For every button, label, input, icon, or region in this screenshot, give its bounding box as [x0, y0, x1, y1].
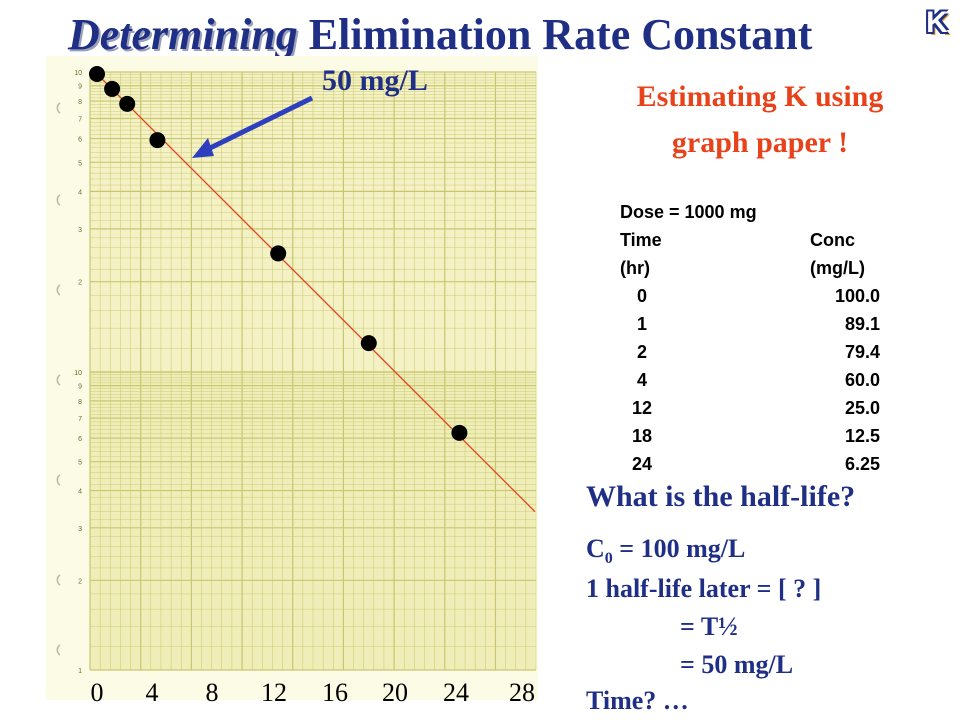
- time-cell: 1: [636, 314, 647, 334]
- paper-scale-number: 9: [78, 384, 82, 391]
- header-conc-unit: (mg/L): [810, 258, 865, 278]
- graph-paper: 2 3 4 5 6 7 8 9 10 1 2 3 4 5 6 7 8 9 10: [46, 56, 538, 700]
- header-time: Time: [620, 230, 662, 250]
- binder-hole-icon: [56, 102, 61, 114]
- table-row: 1 89.1: [620, 310, 920, 338]
- time-cell: 18: [631, 426, 653, 446]
- binder-hole-icon: [56, 474, 61, 486]
- binder-hole-icon: [56, 194, 61, 206]
- paper-scale-number: 6: [78, 137, 82, 144]
- binder-hole-icon: [56, 574, 61, 586]
- paper-scale-number: 3: [78, 227, 82, 234]
- x-tick-label: 28: [509, 678, 535, 707]
- callout-label: 50 mg/L: [322, 64, 428, 97]
- data-point: [149, 132, 166, 149]
- answer-line-c0: C0 = 100 mg/L: [586, 534, 745, 568]
- dose-row: Dose = 1000 mg: [620, 198, 920, 226]
- data-points-layer: [89, 66, 468, 441]
- paper-scale-number: 8: [78, 99, 82, 106]
- binder-hole-icon: [56, 644, 61, 656]
- time-cell: 2: [636, 342, 647, 362]
- header-row-2: (hr) (mg/L): [620, 254, 920, 282]
- dose-label: Dose = 1000 mg: [620, 202, 757, 222]
- x-tick-label: 0: [90, 678, 104, 707]
- answer-line-4: = 50 mg/L: [680, 650, 794, 679]
- paper-scale-number: 3: [78, 526, 82, 533]
- table-row: 4 60.0: [620, 366, 920, 394]
- paper-scale-number: 10: [74, 70, 82, 77]
- data-point: [119, 95, 136, 112]
- paper-scale-number: 2: [78, 578, 82, 585]
- c0-subscript: 0: [604, 550, 613, 568]
- header-row-1: Time Conc: [620, 226, 920, 254]
- conc-cell: 89.1: [844, 314, 880, 334]
- paper-scale-number: 6: [78, 436, 82, 443]
- time-cell: 24: [631, 454, 653, 474]
- paper-scale-number: 4: [78, 189, 82, 196]
- x-tick-label: 4: [145, 678, 159, 707]
- x-tick-label: 20: [382, 678, 408, 707]
- paper-scale-number: 7: [78, 416, 82, 423]
- conc-cell: 60.0: [844, 370, 880, 390]
- conc-cell: 79.4: [844, 342, 880, 362]
- x-tick-label: 8: [205, 678, 219, 707]
- table-row: 24 6.25: [620, 450, 920, 478]
- header-conc: Conc: [810, 230, 855, 250]
- c0-value: = 100 mg/L: [612, 534, 746, 563]
- paper-scale-number: 2: [78, 280, 82, 287]
- binder-hole-icon: [56, 374, 61, 386]
- paper-scale-number: 9: [78, 84, 82, 91]
- paper-scale-number: 1: [78, 668, 82, 675]
- data-point: [270, 245, 287, 262]
- answer-line-2: 1 half-life later = [ ? ]: [586, 574, 822, 603]
- x-tick-label: 16: [322, 678, 348, 707]
- paper-scale-number: 8: [78, 399, 82, 406]
- table-row: 2 79.4: [620, 338, 920, 366]
- paper-scale-number: 5: [78, 460, 82, 467]
- table-row: 0 100.0: [620, 282, 920, 310]
- paper-scale-number: 10: [74, 370, 82, 377]
- subtitle-line1: Estimating K using: [636, 80, 884, 113]
- arrow-shaft: [200, 95, 314, 155]
- subtitle-line2: graph paper !: [671, 126, 849, 159]
- data-point: [89, 66, 105, 82]
- conc-cell: 12.5: [844, 426, 880, 446]
- table-row: 12 25.0: [620, 394, 920, 422]
- k-logo-icon: K: [926, 6, 948, 39]
- arrowhead-icon: [192, 138, 214, 158]
- header-time-unit: (hr): [620, 258, 650, 278]
- x-tick-label: 12: [261, 678, 287, 707]
- time-cell: 4: [636, 370, 647, 390]
- paper-scale-number: 4: [78, 489, 82, 496]
- data-point: [360, 335, 377, 352]
- data-table: Dose = 1000 mg Time Conc (hr) (mg/L) 0 10…: [620, 198, 920, 478]
- half-life-question: What is the half-life?: [586, 480, 856, 513]
- answer-line-3: = T½: [680, 612, 738, 641]
- conc-cell: 25.0: [844, 398, 880, 418]
- title-italic: Determining: [68, 10, 298, 59]
- data-point: [451, 424, 468, 441]
- callout-arrow: [192, 95, 314, 158]
- table-row: 18 12.5: [620, 422, 920, 450]
- subtitle: Estimating K using graph paper !: [580, 74, 940, 166]
- time-cell: 12: [631, 398, 653, 418]
- slide-title: Determining Elimination Rate Constant: [68, 8, 888, 62]
- binder-hole-icon: [56, 284, 61, 296]
- x-tick-label: 24: [443, 678, 469, 707]
- time-cell: 0: [636, 286, 647, 306]
- conc-cell: 6.25: [844, 454, 880, 474]
- c0-letter: C: [586, 534, 605, 563]
- title-rest: Elimination Rate Constant: [308, 10, 813, 59]
- data-point: [104, 80, 121, 97]
- answer-line-5: Time? …: [586, 686, 689, 715]
- paper-scale-number: 5: [78, 160, 82, 167]
- paper-scale-number: 7: [78, 116, 82, 123]
- conc-cell: 100.0: [834, 286, 880, 306]
